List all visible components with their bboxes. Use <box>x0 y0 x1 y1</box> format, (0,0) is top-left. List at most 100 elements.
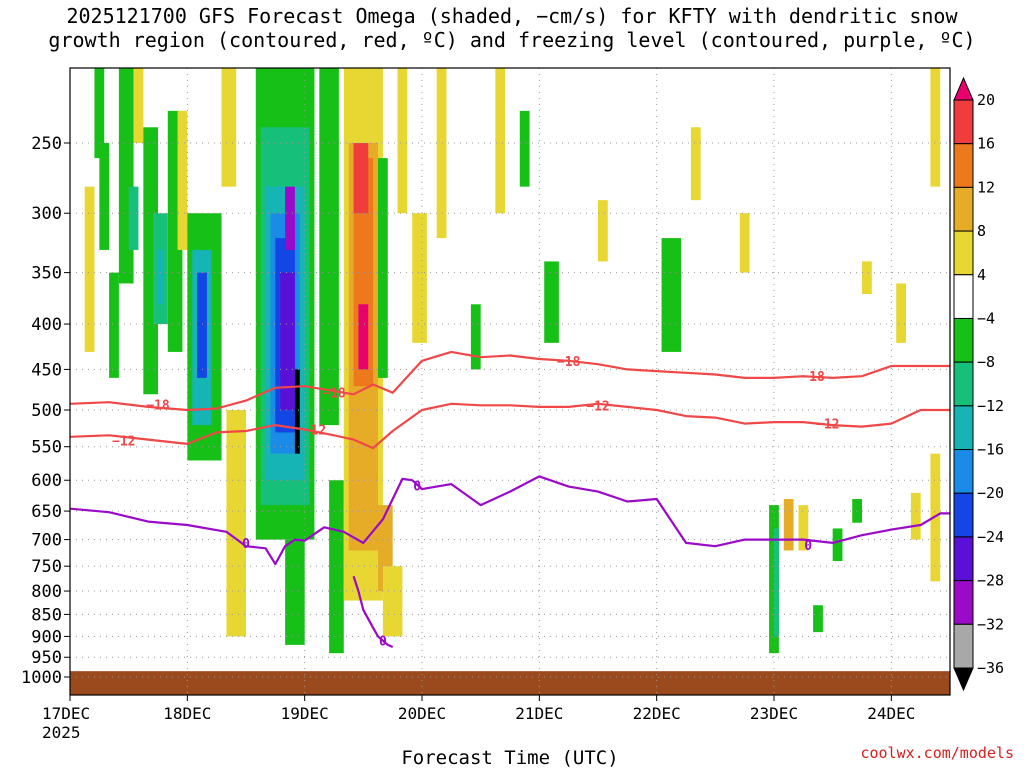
colorbar-box <box>953 274 974 319</box>
y-tick-label: 700 <box>31 531 62 551</box>
y-tick-label: 450 <box>31 360 62 380</box>
y-tick-label: 800 <box>31 582 62 602</box>
contour-label: 0 <box>413 479 421 494</box>
omega-cell <box>280 272 295 410</box>
omega-cell <box>910 492 921 540</box>
colorbar-label: 4 <box>977 266 986 284</box>
colorbar-label: −32 <box>977 615 1004 633</box>
colorbar-box <box>953 536 974 582</box>
contour-labels: −18 −18 −18 −18 −12 −12 −12 −12 0 0 0 0 <box>112 355 839 650</box>
colorbar-label: −24 <box>977 528 1004 546</box>
chart-title: 2025121700 GFS Forecast Omega (shaded, −… <box>0 4 1024 52</box>
colorbar-label: −28 <box>977 572 1004 590</box>
omega-cell <box>798 505 809 551</box>
colorbar: 20 16 12 8 4 −4 −8 −12 −16 −20 −24 −28 −32 −36 <box>953 76 1004 692</box>
contour-label: −12 <box>112 434 135 449</box>
contour-lines <box>70 350 950 649</box>
colorbar-box <box>953 230 974 276</box>
omega-cell <box>896 283 906 343</box>
y-tick-label: 400 <box>31 315 62 335</box>
colorbar-label: 16 <box>977 135 995 153</box>
title-line-1: 2025121700 GFS Forecast Omega (shaded, −… <box>66 4 958 28</box>
omega-cell <box>294 369 300 454</box>
omega-cell <box>221 68 237 187</box>
contour-label: −18 <box>322 387 346 402</box>
omega-cell <box>84 186 95 352</box>
contour-label: −18 <box>557 355 581 370</box>
colorbar-label: 12 <box>977 178 995 196</box>
colorbar-box <box>953 405 974 451</box>
colorbar-box <box>953 492 974 538</box>
title-line-2: growth region (contoured, red, ºC) and f… <box>48 28 976 52</box>
colorbar-box <box>953 186 974 232</box>
y-tick-label: 1000 <box>21 668 62 688</box>
omega-cell <box>99 143 110 250</box>
x-tick-label: 24DEC <box>867 704 915 723</box>
x-axis: 17DEC 18DEC 19DEC 20DEC 21DEC 22DEC 23DEC 24DEC… <box>42 695 915 742</box>
omega-cell <box>109 272 119 378</box>
contour-freezing_level_0 <box>70 475 950 566</box>
colorbar-box <box>953 361 974 407</box>
y-tick-label: 750 <box>31 557 62 577</box>
omega-cell <box>852 499 862 523</box>
colorbar-label: 20 <box>977 91 995 109</box>
omega-cell <box>226 410 246 637</box>
omega-cell <box>197 272 207 378</box>
y-axis: 2503003504004505005506006507007508008509… <box>21 134 70 688</box>
omega-cell <box>382 566 403 637</box>
y-tick-label: 250 <box>31 134 62 154</box>
omega-cell <box>378 158 388 378</box>
contour-label: −18 <box>146 399 170 414</box>
omega-cell <box>285 186 295 250</box>
omega-cell <box>158 249 163 305</box>
y-tick-label: 500 <box>31 401 62 421</box>
omega-cell <box>813 605 823 633</box>
contour-label: −12 <box>816 418 839 433</box>
colorbar-label: −12 <box>977 397 1004 415</box>
y-tick-label: 650 <box>31 502 62 522</box>
y-tick-label: 300 <box>31 204 62 224</box>
colorbar-box <box>953 580 974 625</box>
colorbar-box <box>953 143 974 188</box>
contour-dgz_minus_18 <box>70 350 950 412</box>
contour-label: 0 <box>804 539 812 554</box>
omega-cell <box>783 499 794 551</box>
colorbar-label: −16 <box>977 441 1004 459</box>
colorbar-label: −8 <box>977 353 995 371</box>
colorbar-box <box>953 317 974 363</box>
contour-label: 0 <box>379 635 387 650</box>
omega-cell <box>862 261 872 295</box>
y-tick-label: 600 <box>31 471 62 491</box>
omega-cell <box>930 68 941 187</box>
omega-cell <box>397 68 408 214</box>
colorbar-label: −4 <box>977 309 995 327</box>
omega-cell <box>319 68 339 426</box>
x-tick-label: 20DEC <box>398 704 446 723</box>
x-tick-label: 22DEC <box>633 704 681 723</box>
contour-label: −12 <box>303 424 326 439</box>
omega-cell <box>128 186 139 250</box>
omega-cell <box>358 304 369 370</box>
y-tick-label: 850 <box>31 605 62 625</box>
y-tick-label: 900 <box>31 627 62 647</box>
x-tick-label: 19DEC <box>281 704 329 723</box>
omega-cell <box>143 127 158 395</box>
omega-cell <box>353 143 369 214</box>
colorbar-label: −36 <box>977 659 1004 677</box>
omega-cell <box>495 68 506 214</box>
source-credit: coolwx.com/models <box>860 744 1014 762</box>
x-tick-label: 17DEC <box>42 704 90 723</box>
x-tick-label: 18DEC <box>163 704 211 723</box>
terrain-fill <box>70 671 950 695</box>
x-tick-label: 21DEC <box>515 704 563 723</box>
colorbar-box <box>953 449 974 494</box>
contour-label: −18 <box>801 370 825 385</box>
colorbar-bottom-arrow <box>953 667 974 692</box>
x-tick-label: 23DEC <box>750 704 798 723</box>
contour-dgz_minus_12 <box>70 402 950 450</box>
omega-cell <box>519 110 530 187</box>
omega-cell <box>133 68 144 144</box>
y-tick-label: 550 <box>31 438 62 458</box>
colorbar-box <box>953 623 974 669</box>
